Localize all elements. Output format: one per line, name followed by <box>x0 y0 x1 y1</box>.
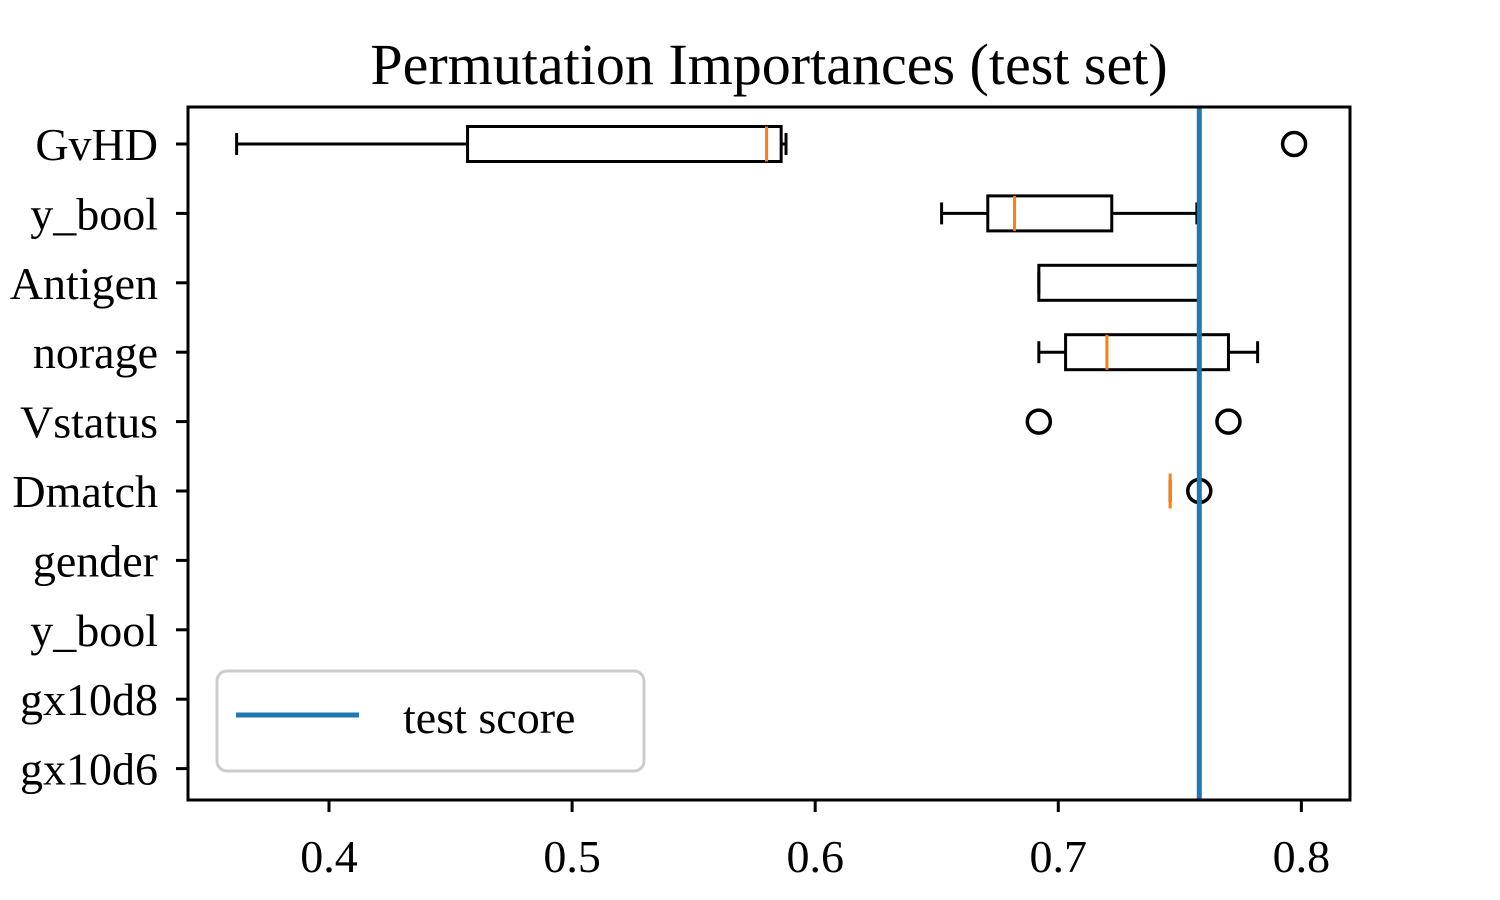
plot-layer <box>235 107 1308 800</box>
box-1 <box>940 194 1199 233</box>
y-tick-label-8: gx10d8 <box>20 674 158 725</box>
axes-frame <box>186 105 1352 802</box>
axes-layer: 0.4 0.5 0.6 0.7 0.8 GvHD y_bool Antigen norage Vs… <box>10 105 1352 882</box>
y-tick-label-3: norage <box>33 327 158 378</box>
y-tick-label-5: Dmatch <box>12 466 158 517</box>
box-3 <box>1037 333 1260 372</box>
x-tick-label-3: 0.7 <box>1030 831 1088 882</box>
box-4 <box>1025 404 1242 440</box>
box-5 <box>1168 473 1213 509</box>
x-tick-label-4: 0.8 <box>1273 831 1331 882</box>
legend: test score <box>215 669 646 773</box>
box-iqr-1 <box>986 194 1114 233</box>
box-iqr-2 <box>1037 263 1201 302</box>
flier-4-0 <box>1025 408 1053 435</box>
box-2 <box>1037 263 1201 302</box>
box-0 <box>235 125 1308 163</box>
flier-4-1 <box>1215 408 1242 435</box>
y-tick-label-2: Antigen <box>10 258 158 309</box>
x-tick-label-1: 0.5 <box>543 831 601 882</box>
y-tick-label-6: gender <box>33 535 158 586</box>
y-tick-label-7: y_bool <box>30 605 158 656</box>
x-tick-label-2: 0.6 <box>786 831 844 882</box>
legend-label-test-score: test score <box>403 692 575 743</box>
x-tick-label-0: 0.4 <box>300 831 358 882</box>
y-tick-label-1: y_bool <box>30 188 158 239</box>
box-iqr-0 <box>466 125 783 163</box>
chart-title: Permutation Importances (test set) <box>370 32 1167 97</box>
flier-0-0 <box>1280 130 1308 158</box>
box-iqr-3 <box>1064 333 1230 372</box>
y-tick-label-9: gx10d6 <box>20 744 158 795</box>
y-tick-label-4: Vstatus <box>20 397 158 448</box>
legend-frame <box>215 669 646 773</box>
y-tick-label-0: GvHD <box>35 119 158 170</box>
